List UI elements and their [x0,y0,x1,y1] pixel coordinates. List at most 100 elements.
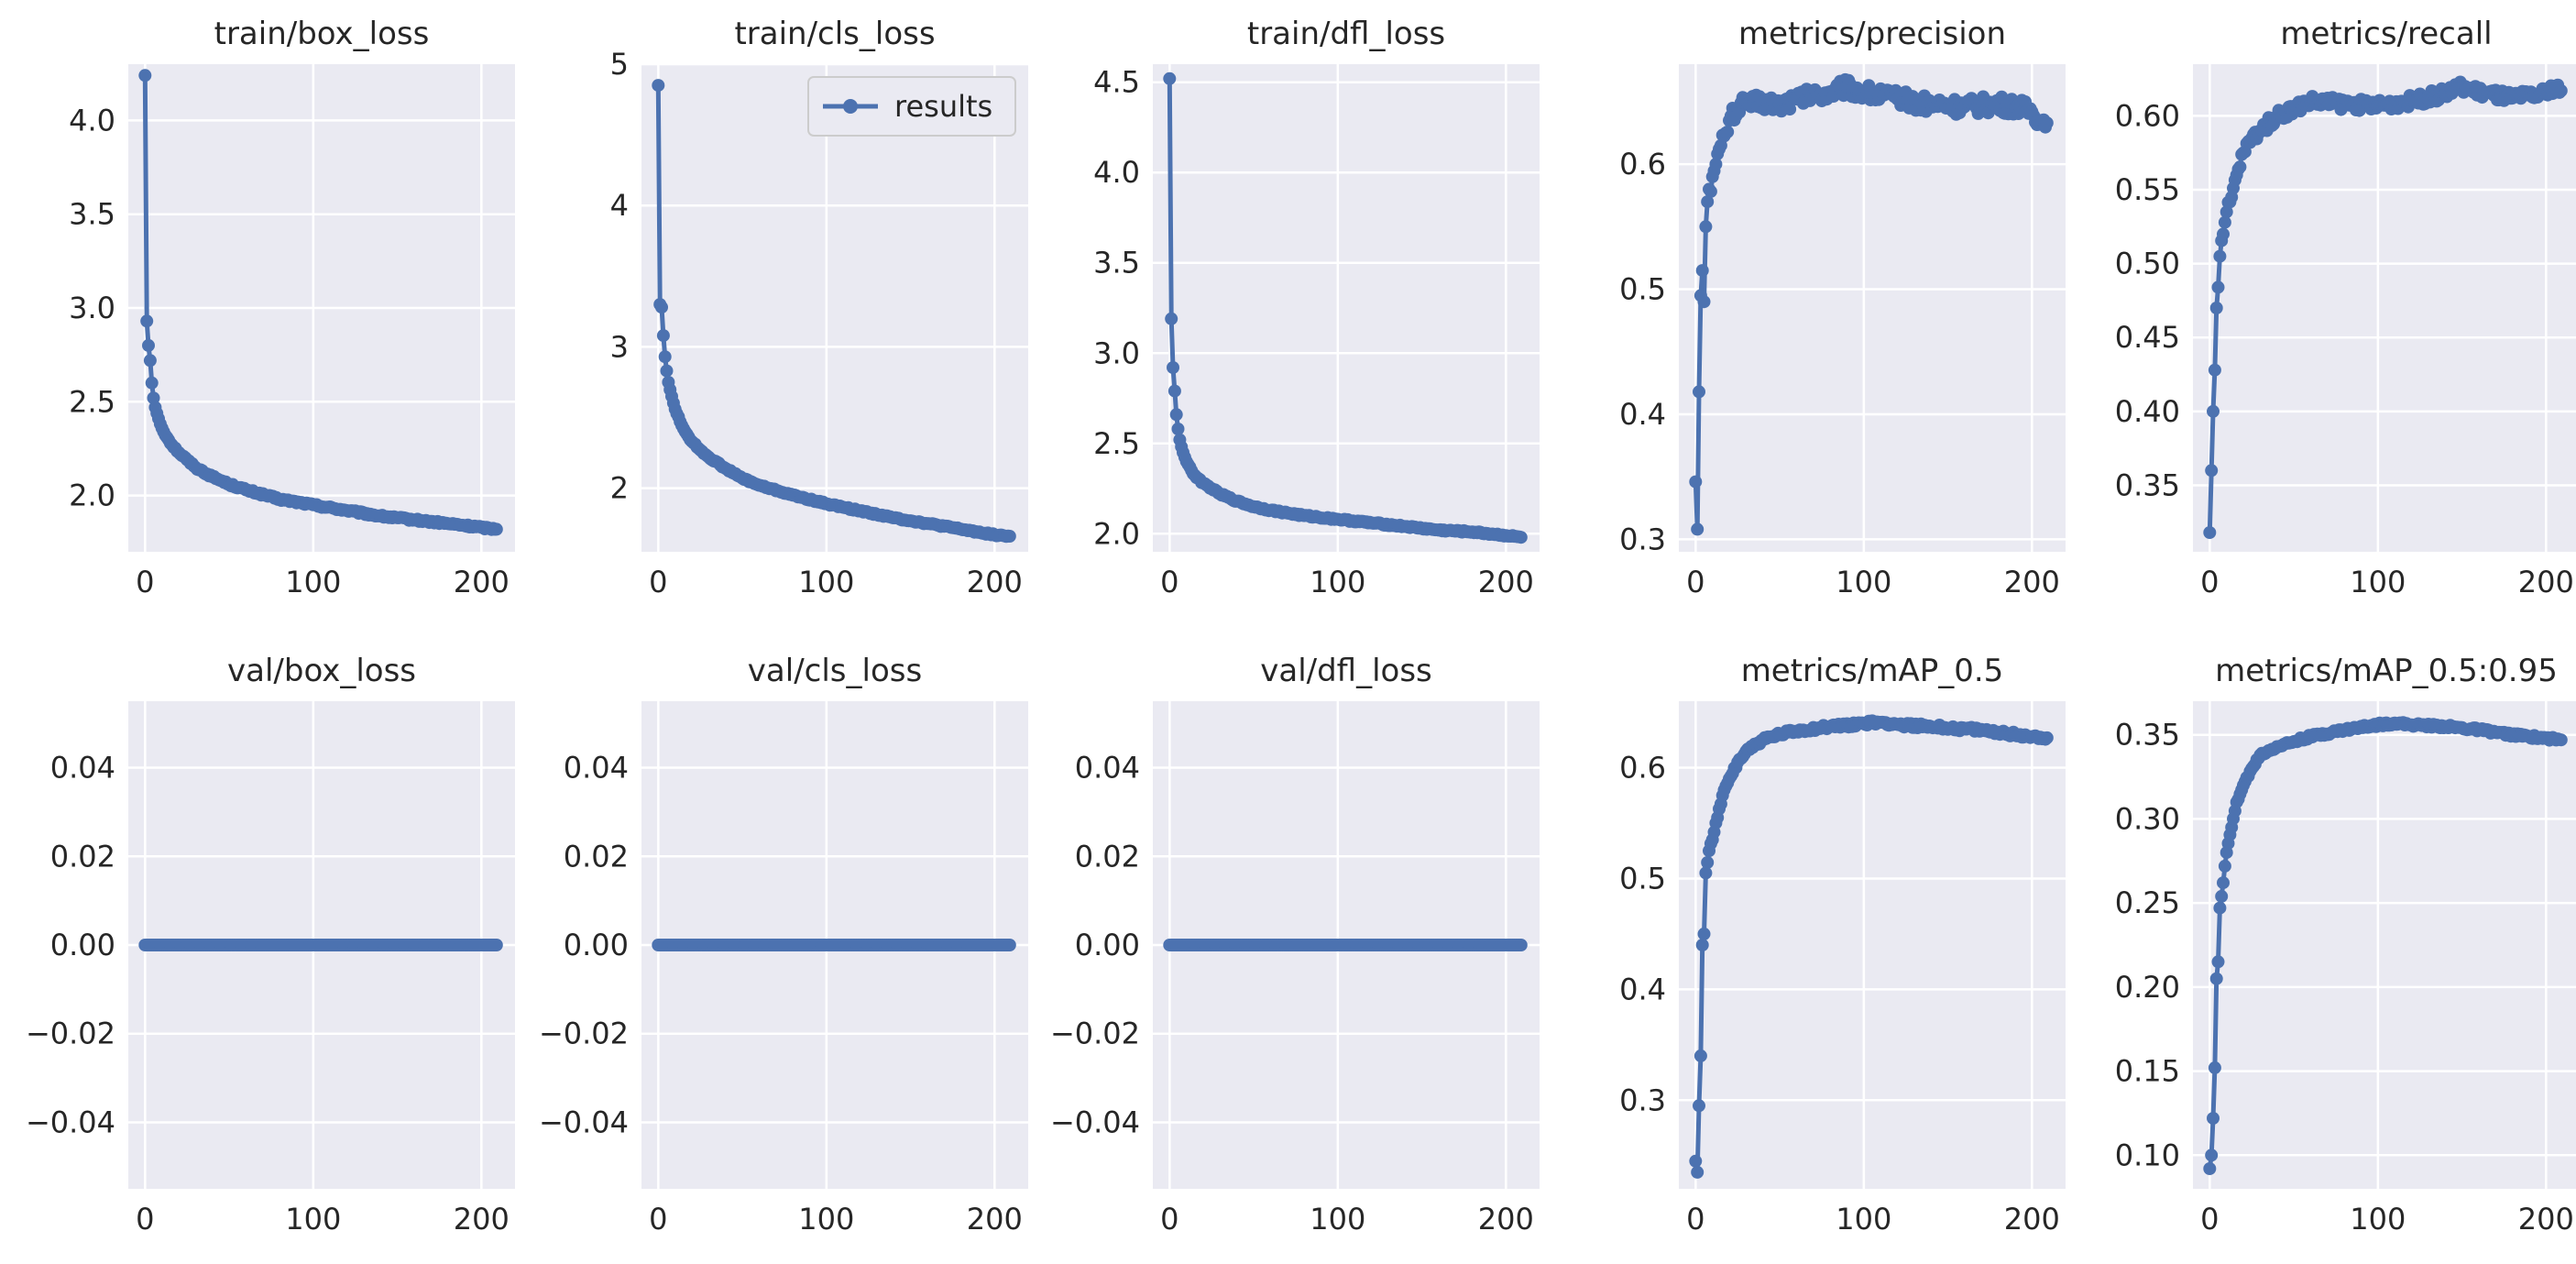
x-tick-label: 200 [2518,565,2574,599]
data-point [1689,475,1703,489]
y-tick-label: 3.5 [69,197,115,232]
y-tick-label: 0.00 [564,928,629,962]
x-tick-label: 200 [967,1202,1023,1237]
y-tick-label: 2.0 [1093,516,1140,551]
x-tick-label: 200 [2004,565,2060,599]
y-tick-label: 0.3 [1619,1083,1666,1117]
subplot-title: train/box_loss [214,16,430,52]
data-point [1167,361,1179,374]
y-tick-label: 0.5 [1619,861,1666,896]
data-point [1697,295,1711,309]
data-point [1689,1154,1703,1168]
y-tick-label: 2 [610,471,629,506]
series-results [138,69,503,536]
x-tick-label: 0 [649,565,667,599]
data-point [138,69,152,82]
plot-area [1153,64,1540,552]
x-tick-label: 100 [798,565,854,599]
legend: results [807,76,1016,137]
x-tick-label: 200 [1478,565,1534,599]
data-point [2218,859,2231,873]
y-tick-label: 3.0 [1093,335,1140,370]
data-point [2211,280,2225,294]
data-point [2205,1149,2219,1162]
legend-box [807,76,1016,137]
data-point [1169,408,1183,422]
data-point [1695,264,1709,278]
data-point [2205,464,2219,478]
data-point [140,314,154,328]
y-tick-label: 4.5 [1093,65,1140,100]
data-point [143,354,157,368]
y-tick-label: 0.35 [2115,467,2180,502]
subplot-title: metrics/mAP_0.5 [1741,653,2004,689]
subplot-title: metrics/recall [2280,16,2492,52]
subplot-train-cls-loss: train/cls_loss 0 100 200 2 3 4 5 results [610,16,1028,599]
y-tick-label: 4.0 [69,103,115,137]
data-point [1697,927,1711,940]
y-tick-label: 0.04 [50,751,115,786]
data-point [2208,1061,2221,1074]
subplot-title: metrics/mAP_0.5:0.95 [2215,653,2558,689]
data-point [2203,526,2217,539]
y-tick-label: −0.02 [1050,1017,1140,1051]
y-tick-label: 2.0 [69,478,115,513]
data-point [2203,1162,2217,1175]
x-tick-label: 0 [1160,1202,1178,1237]
x-tick-label: 0 [136,565,154,599]
data-point [2217,876,2230,890]
series-results [652,939,1016,951]
data-point [1695,939,1709,951]
data-point [1003,939,1016,951]
subplot-val-cls-loss: val/cls_loss 0 100 200 −0.04 −0.02 0.00 0.02 0.0… [539,653,1028,1237]
x-tick-label: 100 [2350,565,2406,599]
subplot-title: val/dfl_loss [1260,653,1432,689]
y-tick-label: −0.04 [26,1105,115,1139]
y-tick-label: 0.55 [2115,172,2180,207]
data-point [1699,866,1713,880]
x-tick-label: 0 [2200,565,2219,599]
data-point [655,301,668,314]
y-tick-label: 5 [610,47,629,82]
y-tick-label: 0.00 [50,928,115,962]
subplot-val-dfl-loss: val/dfl_loss 0 100 200 −0.04 −0.02 0.00 0.02 0.0… [1050,653,1540,1237]
y-tick-label: −0.04 [539,1105,629,1139]
data-point [1709,158,1723,171]
data-point [2211,955,2225,969]
data-point [2207,1112,2220,1125]
data-point [1167,384,1181,398]
y-tick-label: 0.10 [2115,1138,2180,1172]
data-point [2207,404,2220,418]
series-results [652,79,1016,544]
subplot-title: val/box_loss [227,653,416,689]
y-tick-label: 4 [610,188,629,223]
y-tick-label: 0.50 [2115,247,2180,281]
y-tick-label: 0.4 [1619,397,1666,432]
x-tick-label: 100 [798,1202,854,1237]
y-tick-label: 0.02 [50,839,115,874]
data-point [1783,103,1797,116]
data-point [1693,385,1705,399]
y-tick-label: −0.02 [539,1017,629,1051]
y-tick-label: 0.04 [1075,751,1140,786]
data-point [1171,423,1185,435]
series-results [138,939,503,951]
series-results [1689,714,2054,1179]
subplot-metrics-map-0-5-0-95: metrics/mAP_0.5:0.95 0 100 200 0.10 0.15 0.20 0… [2115,653,2576,1237]
data-point [1701,856,1715,869]
data-point [2209,972,2223,985]
data-point [1691,522,1705,536]
y-tick-label: 0.15 [2115,1054,2180,1089]
x-tick-label: 0 [1686,1202,1705,1237]
y-tick-label: 0.02 [1075,839,1140,874]
data-point [489,939,503,951]
data-point [2217,227,2230,241]
data-point [2213,901,2227,915]
data-point [652,79,665,93]
data-point [489,522,503,536]
x-tick-label: 0 [2200,1202,2219,1237]
x-tick-label: 0 [649,1202,667,1237]
data-point [2233,160,2247,174]
y-tick-label: 0.6 [1619,751,1666,786]
subplot-metrics-precision: metrics/precision 0 100 200 0.3 0.4 0.5 0.6 [1619,16,2066,599]
